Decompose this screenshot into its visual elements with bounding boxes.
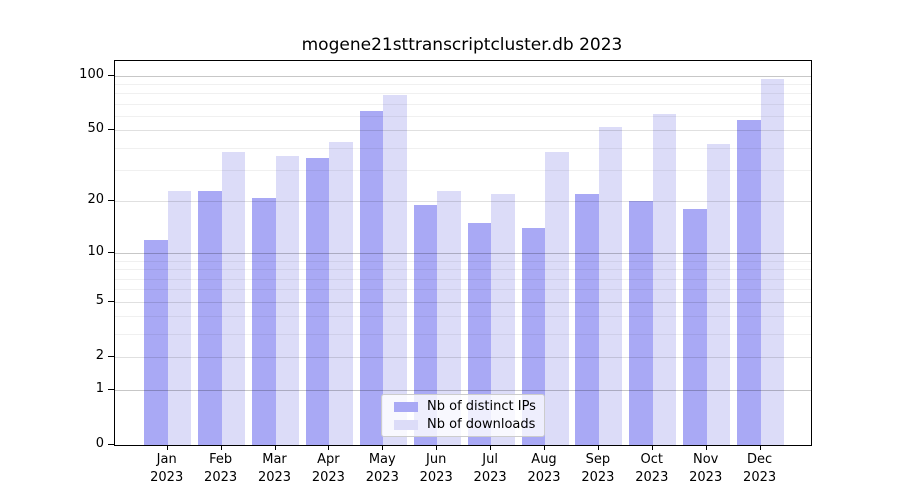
y-tick-mark-50 — [108, 129, 114, 131]
y-tick-mark-0 — [108, 444, 114, 445]
x-tick-label-aug: Aug 2023 — [527, 452, 561, 485]
x-tick-mark-jul — [490, 445, 492, 450]
x-tick-label-may: May 2023 — [365, 452, 399, 485]
bar-downloads-dec — [760, 79, 785, 445]
bar-distinct-ips-dec — [737, 120, 761, 445]
x-tick-mark-mar — [274, 445, 276, 450]
x-tick-label-jun: Jun 2023 — [419, 452, 453, 485]
x-tick-label-oct: Oct 2023 — [635, 452, 669, 485]
y-tick-label-1: 1 — [95, 380, 104, 396]
bar-downloads-sep — [598, 127, 623, 445]
bar-distinct-ips-mar — [252, 197, 276, 445]
bar-downloads-jan — [167, 190, 192, 445]
y-tick-label-10: 10 — [87, 244, 104, 260]
legend-row-downloads: Nb of downloads — [382, 417, 544, 432]
legend-swatch-icon — [394, 401, 418, 412]
x-tick-mark-jan — [166, 445, 168, 450]
y-tick-mark-1 — [108, 388, 114, 390]
bar-distinct-ips-jun — [413, 205, 438, 445]
x-tick-mark-may — [382, 445, 384, 450]
y-tick-mark-20 — [108, 200, 114, 202]
legend-label: Nb of distinct IPs — [427, 399, 536, 414]
x-tick-label-jul: Jul 2023 — [473, 452, 507, 485]
bar-distinct-ips-jul — [467, 223, 492, 445]
y-tick-label-50: 50 — [87, 121, 104, 137]
x-tick-label-sep: Sep 2023 — [581, 452, 615, 485]
bar-downloads-jul — [491, 194, 515, 445]
y-tick-label-5: 5 — [95, 292, 104, 308]
bar-downloads-nov — [706, 144, 731, 445]
y-tick-mark-5 — [108, 300, 114, 302]
y-tick-mark-10 — [108, 252, 114, 254]
x-tick-label-jan: Jan 2023 — [150, 452, 184, 485]
bar-distinct-ips-sep — [575, 194, 599, 445]
x-tick-mark-dec — [759, 445, 761, 450]
x-tick-mark-apr — [328, 445, 330, 450]
legend-row-distinct-ips: Nb of distinct IPs — [382, 399, 544, 414]
x-tick-mark-aug — [544, 445, 545, 450]
bar-downloads-feb — [221, 151, 246, 445]
bar-distinct-ips-jan — [144, 239, 168, 445]
legend-swatch-icon — [394, 419, 418, 430]
y-tick-label-2: 2 — [95, 348, 104, 364]
y-tick-mark-2 — [108, 356, 114, 358]
x-tick-label-feb: Feb 2023 — [204, 452, 238, 485]
y-tick-mark-100 — [108, 74, 114, 76]
bar-downloads-may — [383, 95, 407, 445]
bar-downloads-apr — [329, 142, 353, 445]
x-tick-label-mar: Mar 2023 — [257, 452, 292, 485]
legend-label: Nb of downloads — [427, 417, 536, 432]
x-tick-mark-oct — [651, 445, 653, 450]
plot-area: Nb of distinct IPs Nb of downloads — [114, 60, 812, 446]
y-tick-label-100: 100 — [79, 66, 104, 82]
legend-layer: Nb of distinct IPs Nb of downloads — [115, 61, 811, 445]
bars-layer — [115, 61, 811, 445]
bar-downloads-aug — [545, 151, 569, 445]
bar-distinct-ips-nov — [683, 209, 707, 445]
bar-downloads-mar — [275, 156, 299, 445]
bar-downloads-jun — [437, 190, 461, 445]
bar-distinct-ips-apr — [305, 158, 330, 445]
legend: Nb of distinct IPs Nb of downloads — [381, 394, 545, 437]
chart-title: mogene21sttranscriptcluster.db 2023 — [301, 35, 623, 55]
bar-distinct-ips-aug — [521, 228, 545, 445]
x-tick-mark-jun — [436, 445, 438, 450]
x-tick-label-apr: Apr 2023 — [311, 452, 345, 485]
x-tick-mark-feb — [220, 445, 222, 450]
x-tick-label-dec: Dec 2023 — [743, 452, 777, 485]
y-tick-label-20: 20 — [87, 192, 104, 208]
bar-distinct-ips-feb — [198, 190, 222, 445]
x-tick-label-nov: Nov 2023 — [689, 452, 723, 485]
x-tick-mark-sep — [597, 445, 599, 450]
bar-downloads-oct — [652, 113, 677, 445]
y-tick-label-0: 0 — [95, 436, 104, 451]
bar-distinct-ips-oct — [629, 201, 653, 445]
bar-distinct-ips-may — [359, 111, 384, 445]
x-tick-mark-nov — [705, 445, 707, 450]
